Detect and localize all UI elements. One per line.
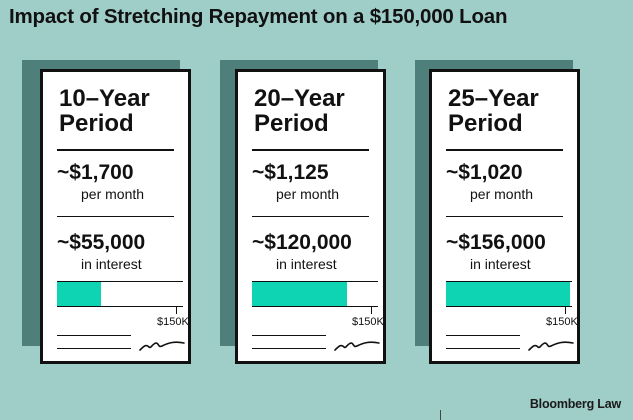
period-heading: 20–Year Period xyxy=(254,85,345,137)
interest-bar xyxy=(252,281,378,307)
scale-label: $150K xyxy=(546,316,578,328)
divider xyxy=(446,149,563,151)
scale-tick xyxy=(371,306,372,314)
interest-amount: ~$55,000 xyxy=(57,231,146,254)
loan-card-10-year: 10–Year Period ~$1,700 per month ~$55,000… xyxy=(40,69,191,364)
scale-tick xyxy=(176,306,177,314)
divider xyxy=(252,149,369,151)
signature-line xyxy=(446,335,520,336)
signature-line xyxy=(446,348,520,349)
monthly-label: per month xyxy=(470,186,534,202)
scale-label: $150K xyxy=(157,316,189,328)
page-title: Impact of Stretching Repayment on a $150… xyxy=(9,5,508,28)
loan-card-20-year: 20–Year Period ~$1,125 per month ~$120,00… xyxy=(235,69,386,364)
interest-bar xyxy=(446,281,572,307)
interest-amount: ~$156,000 xyxy=(446,231,546,254)
scale-label: $150K xyxy=(352,316,384,328)
monthly-label: per month xyxy=(81,186,145,202)
brand-logo: Bloomberg Law xyxy=(529,397,621,411)
interest-bar-fill xyxy=(57,282,101,306)
monthly-label: per month xyxy=(276,186,340,202)
monthly-amount: ~$1,700 xyxy=(57,161,134,184)
divider xyxy=(252,216,369,217)
interest-bar-fill xyxy=(252,282,348,306)
signature-line xyxy=(57,335,131,336)
divider xyxy=(57,149,174,151)
period-heading: 25–Year Period xyxy=(448,85,539,137)
monthly-amount: ~$1,125 xyxy=(252,161,329,184)
signature-scribble-icon xyxy=(139,341,185,351)
loan-card-25-year: 25–Year Period ~$1,020 per month ~$156,00… xyxy=(429,69,580,364)
interest-label: in interest xyxy=(470,256,531,272)
monthly-amount: ~$1,020 xyxy=(446,161,523,184)
signature-line xyxy=(57,348,131,349)
period-heading: 10–Year Period xyxy=(59,85,150,137)
divider xyxy=(57,216,174,217)
signature-line xyxy=(252,335,326,336)
interest-label: in interest xyxy=(276,256,337,272)
interest-bar-fill xyxy=(446,282,570,306)
signature-line xyxy=(252,348,326,349)
interest-label: in interest xyxy=(81,256,142,272)
interest-amount: ~$120,000 xyxy=(252,231,352,254)
divider xyxy=(446,216,563,217)
scale-tick xyxy=(565,306,566,314)
decorative-divider xyxy=(440,410,441,420)
signature-scribble-icon xyxy=(528,341,574,351)
interest-bar xyxy=(57,281,183,307)
signature-scribble-icon xyxy=(334,341,380,351)
